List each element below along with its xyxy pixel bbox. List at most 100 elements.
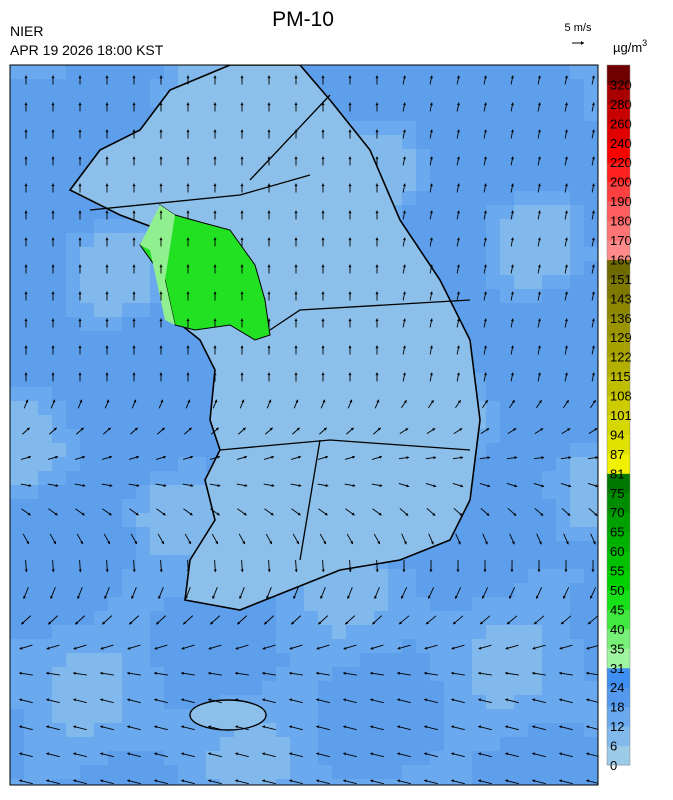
tile (584, 107, 598, 121)
tile (10, 443, 24, 457)
tile (556, 485, 570, 499)
tile (192, 751, 206, 765)
tile (10, 681, 24, 695)
tile (458, 751, 472, 765)
tile (388, 177, 402, 191)
tile (108, 275, 122, 289)
tile (94, 247, 108, 261)
tile (542, 667, 556, 681)
tile (514, 709, 528, 723)
colorbar-label: 31 (610, 661, 624, 676)
tile (24, 415, 38, 429)
tile (430, 779, 444, 793)
tile (374, 149, 388, 163)
tile (150, 485, 164, 499)
tile (542, 681, 556, 695)
tile (52, 653, 66, 667)
tile (136, 555, 150, 569)
tile (38, 471, 52, 485)
tile (570, 639, 584, 653)
tile (514, 233, 528, 247)
tile (136, 261, 150, 275)
tile (108, 737, 122, 751)
tile (150, 597, 164, 611)
tile (276, 667, 290, 681)
tile (486, 667, 500, 681)
tile (374, 135, 388, 149)
tile (486, 653, 500, 667)
tile (458, 653, 472, 667)
tile (276, 751, 290, 765)
tile (304, 653, 318, 667)
tile (402, 625, 416, 639)
tile (178, 527, 192, 541)
tile (556, 653, 570, 667)
tile (122, 275, 136, 289)
tile (80, 289, 94, 303)
tile (24, 485, 38, 499)
colorbar-label: 60 (610, 544, 624, 559)
tile (346, 625, 360, 639)
tile (276, 611, 290, 625)
tile (332, 639, 346, 653)
tile (304, 625, 318, 639)
tile (346, 583, 360, 597)
tile (556, 261, 570, 275)
colorbar-label: 160 (610, 252, 632, 267)
tile (94, 219, 108, 233)
tile (514, 289, 528, 303)
colorbar-label: 35 (610, 641, 624, 656)
tile (556, 527, 570, 541)
tile (472, 653, 486, 667)
tile (10, 65, 24, 79)
tile (528, 289, 542, 303)
tile (24, 653, 38, 667)
colorbar-label: 40 (610, 622, 624, 637)
tile (122, 695, 136, 709)
tile (416, 597, 430, 611)
tile (136, 667, 150, 681)
tile (276, 765, 290, 779)
tile (248, 779, 262, 793)
tile (444, 723, 458, 737)
tile (290, 681, 304, 695)
tile (584, 723, 598, 737)
tile (458, 709, 472, 723)
tile (402, 163, 416, 177)
tile (444, 751, 458, 765)
tile (290, 653, 304, 667)
tile (290, 597, 304, 611)
tile (374, 597, 388, 611)
tile (262, 765, 276, 779)
tile (416, 177, 430, 191)
tile (150, 471, 164, 485)
tile (528, 597, 542, 611)
tile (486, 261, 500, 275)
tile (38, 653, 52, 667)
tile (388, 121, 402, 135)
tile (122, 639, 136, 653)
tile (136, 625, 150, 639)
tile (248, 765, 262, 779)
tile (24, 723, 38, 737)
colorbar-label: 136 (610, 311, 632, 326)
tile (10, 429, 24, 443)
colorbar-label: 45 (610, 602, 624, 617)
tile (514, 653, 528, 667)
tile (122, 597, 136, 611)
tile (38, 401, 52, 415)
tile (24, 639, 38, 653)
tile (108, 709, 122, 723)
tile (570, 219, 584, 233)
tile (444, 681, 458, 695)
tile (486, 597, 500, 611)
tile (430, 751, 444, 765)
tile (24, 471, 38, 485)
tile (122, 513, 136, 527)
tile (374, 625, 388, 639)
tile (332, 779, 346, 793)
tile (38, 415, 52, 429)
tile (52, 737, 66, 751)
tile (66, 723, 80, 737)
tile (24, 765, 38, 779)
